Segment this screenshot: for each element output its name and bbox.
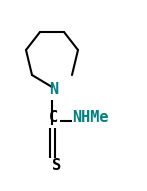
Text: S: S (52, 158, 61, 172)
Text: N: N (49, 83, 58, 97)
Text: C: C (49, 111, 58, 125)
Text: NHMe: NHMe (72, 111, 108, 125)
